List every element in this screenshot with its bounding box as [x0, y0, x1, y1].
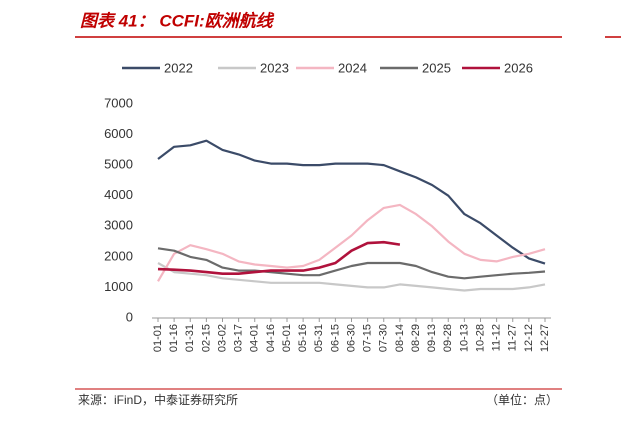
y-tick-label: 2000 [104, 248, 133, 263]
source: 来源：iFinD，中泰证券研究所 [78, 392, 238, 407]
legend-label: 2026 [504, 60, 533, 75]
series-line [157, 247, 546, 280]
x-tick-label: 11-12 [491, 324, 503, 351]
x-tick-label: 05-01 [281, 324, 293, 352]
x-tick-label: 03-17 [233, 324, 245, 352]
y-tick-label: 0 [126, 309, 133, 324]
x-tick-label: 12-12 [523, 324, 535, 352]
x-tick-label: 08-29 [410, 324, 422, 352]
x-tick-label: 05-16 [297, 324, 309, 352]
series-line [157, 240, 401, 275]
x-tick-label: 01-01 [152, 324, 164, 352]
x-tick-label: 10-13 [458, 324, 470, 352]
y-tick-label: 1000 [104, 279, 133, 294]
unit: （单位：点） [486, 392, 558, 407]
y-tick-label: 5000 [104, 157, 133, 172]
series-line [157, 139, 546, 265]
chart-title: 图表 41： CCFI:欧洲航线 [80, 11, 275, 30]
y-tick-label: 3000 [104, 218, 133, 233]
x-tick-label: 10-28 [474, 324, 486, 352]
legend-label: 2023 [260, 60, 289, 75]
x-tick-label: 08-14 [394, 324, 406, 352]
x-tick-label: 01-31 [184, 324, 196, 352]
x-tick-label: 09-28 [442, 324, 454, 352]
legend-label: 2025 [422, 60, 451, 75]
x-tick-label: 07-30 [378, 324, 390, 352]
x-tick-label: 03-02 [216, 324, 228, 352]
x-tick-label: 02-15 [200, 324, 212, 352]
y-tick-label: 7000 [104, 95, 133, 110]
x-tick-label: 04-16 [265, 324, 277, 352]
x-tick-label: 11-27 [507, 324, 519, 351]
x-tick-label: 01-16 [168, 324, 180, 352]
x-tick-label: 06-15 [329, 324, 341, 352]
x-tick-label: 07-15 [362, 324, 374, 352]
x-tick-label: 12-27 [539, 324, 551, 352]
x-tick-label: 04-01 [249, 324, 261, 352]
y-tick-label: 4000 [104, 187, 133, 202]
x-tick-label: 05-31 [313, 324, 325, 352]
legend-label: 2022 [164, 60, 193, 75]
series-line [157, 203, 546, 282]
x-tick-label: 06-30 [345, 324, 357, 352]
series-line [157, 262, 546, 292]
x-tick-label: 09-13 [426, 324, 438, 352]
y-tick-label: 6000 [104, 126, 133, 141]
legend-label: 2024 [338, 60, 367, 75]
